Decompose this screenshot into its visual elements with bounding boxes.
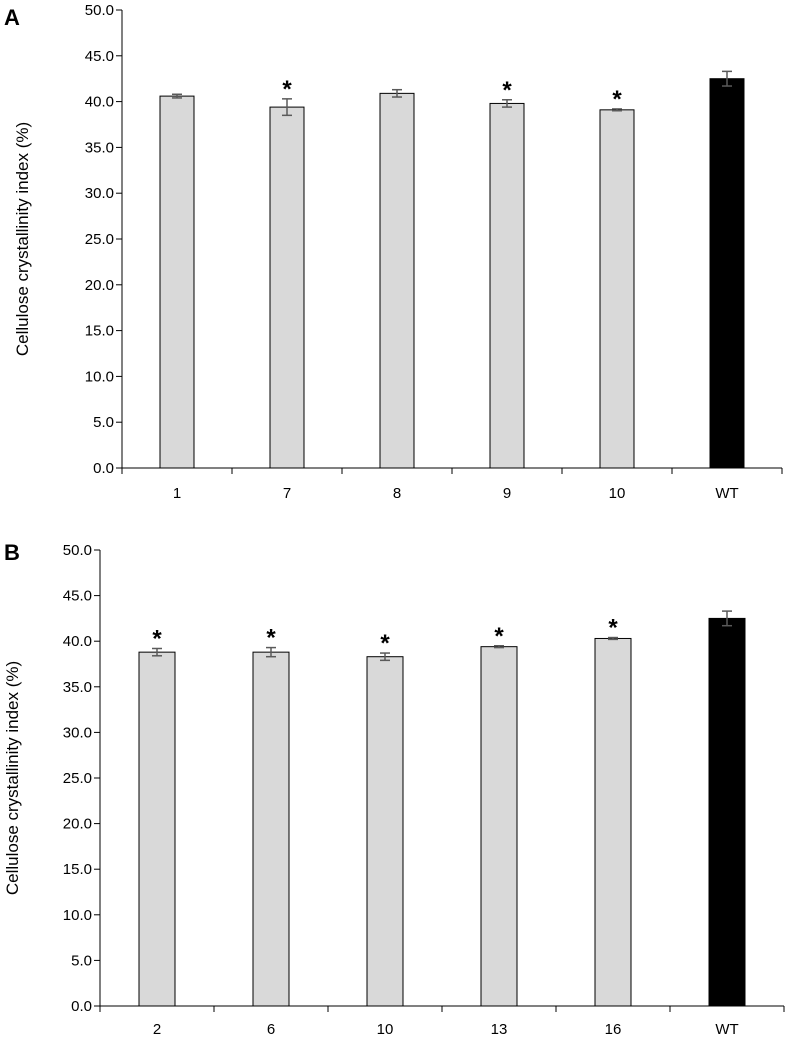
y-axis-label-a: Cellulose crystallinity index (%) <box>13 122 32 356</box>
category-label: WT <box>715 1021 738 1038</box>
y-tick-label: 15.0 <box>85 323 114 340</box>
bars-b: * * * * * <box>138 610 746 1007</box>
significance-asterisk: * <box>266 625 276 652</box>
y-tick-label: 30.0 <box>63 724 92 741</box>
significance-asterisk: * <box>282 76 292 103</box>
bar <box>269 106 305 469</box>
category-label: 2 <box>153 1021 161 1038</box>
error-bar <box>722 70 732 87</box>
bars-a: * * * <box>159 70 745 469</box>
bar <box>708 617 746 1007</box>
y-tick-label: 50.0 <box>63 542 92 559</box>
error-bar <box>282 98 292 117</box>
y-tick-label: 45.0 <box>63 588 92 605</box>
bar <box>594 637 632 1007</box>
y-tick-label: 0.0 <box>71 998 92 1015</box>
bar <box>138 651 176 1007</box>
category-label: 13 <box>491 1021 508 1038</box>
chart-panel-b: B Cellulose crystallinity index (%) 0.0 5… <box>3 540 785 1038</box>
y-tick-label: 15.0 <box>63 861 92 878</box>
category-label: 1 <box>173 485 181 502</box>
y-tick-label: 25.0 <box>63 770 92 787</box>
y-tick-label: 5.0 <box>93 414 114 431</box>
significance-asterisk: * <box>494 623 504 650</box>
y-tick-label: 45.0 <box>85 48 114 65</box>
y-tick-label: 20.0 <box>85 277 114 294</box>
error-bar <box>494 645 504 649</box>
error-bar <box>380 652 390 662</box>
error-bar <box>152 647 162 657</box>
bar <box>366 656 404 1007</box>
y-tick-label: 5.0 <box>71 952 92 969</box>
error-bar <box>172 93 182 99</box>
y-tick-label: 0.0 <box>93 460 114 477</box>
error-bar <box>502 99 512 108</box>
y-ticks-b: 0.0 5.0 10.0 15.0 20.0 25.0 30.0 35.0 40.0 45.0 50… <box>63 542 785 1038</box>
significance-asterisk: * <box>380 630 390 657</box>
y-tick-label: 25.0 <box>85 231 114 248</box>
error-bar <box>722 610 732 627</box>
y-tick-label: 40.0 <box>85 94 114 111</box>
y-tick-label: 35.0 <box>85 139 114 156</box>
bar <box>709 78 745 469</box>
category-label: 6 <box>267 1021 275 1038</box>
category-label: 8 <box>393 485 401 502</box>
category-label: 9 <box>503 485 511 502</box>
y-tick-label: 10.0 <box>63 907 92 924</box>
y-tick-label: 30.0 <box>85 185 114 202</box>
panel-label-a: A <box>4 5 20 30</box>
error-bar <box>612 108 622 112</box>
y-tick-label: 10.0 <box>85 368 114 385</box>
bar <box>489 102 525 469</box>
y-tick-label: 40.0 <box>63 633 92 650</box>
category-label: 10 <box>377 1021 394 1038</box>
significance-asterisk: * <box>152 625 162 652</box>
chart-panel-a: A Cellulose crystallinity index (%) 0.0 5… <box>4 2 783 502</box>
category-label: 10 <box>609 485 626 502</box>
category-label: 16 <box>605 1021 622 1038</box>
significance-asterisk: * <box>608 615 618 642</box>
bar <box>480 646 518 1007</box>
bar <box>599 109 635 469</box>
bar <box>159 95 195 469</box>
bar <box>379 92 415 469</box>
y-tick-label: 50.0 <box>85 2 114 19</box>
category-label: 7 <box>283 485 291 502</box>
y-axis-label-b: Cellulose crystallinity index (%) <box>3 661 22 895</box>
panel-label-b: B <box>4 540 20 565</box>
significance-asterisk: * <box>612 86 622 113</box>
error-bar <box>392 88 402 98</box>
y-tick-label: 35.0 <box>63 679 92 696</box>
error-bar <box>266 646 276 658</box>
y-tick-label: 20.0 <box>63 816 92 833</box>
category-label: WT <box>715 485 738 502</box>
y-ticks-a: 0.0 5.0 10.0 15.0 20.0 25.0 30.0 35.0 40.0 45.0 50… <box>85 2 783 502</box>
error-bar <box>608 636 618 641</box>
significance-asterisk: * <box>502 77 512 104</box>
bar <box>252 651 290 1007</box>
